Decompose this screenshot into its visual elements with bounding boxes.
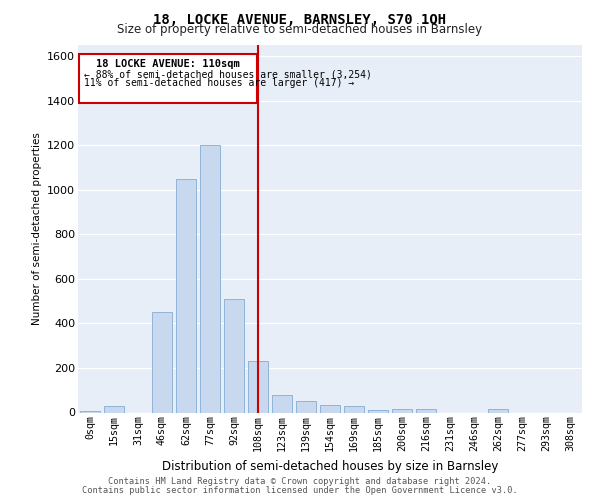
Bar xyxy=(392,409,412,412)
Bar xyxy=(176,178,196,412)
Bar xyxy=(152,312,172,412)
Bar xyxy=(488,409,508,412)
Text: Contains HM Land Registry data © Crown copyright and database right 2024.: Contains HM Land Registry data © Crown c… xyxy=(109,477,491,486)
Text: Contains public sector information licensed under the Open Government Licence v3: Contains public sector information licen… xyxy=(82,486,518,495)
FancyBboxPatch shape xyxy=(79,54,257,103)
Bar xyxy=(344,406,364,412)
Bar xyxy=(296,402,316,412)
Bar xyxy=(200,145,220,412)
Bar xyxy=(416,409,436,412)
Bar xyxy=(320,404,340,412)
Text: 18 LOCKE AVENUE: 110sqm: 18 LOCKE AVENUE: 110sqm xyxy=(96,60,240,70)
Text: Size of property relative to semi-detached houses in Barnsley: Size of property relative to semi-detach… xyxy=(118,22,482,36)
Text: 11% of semi-detached houses are larger (417) →: 11% of semi-detached houses are larger (… xyxy=(84,78,354,88)
Text: 18, LOCKE AVENUE, BARNSLEY, S70 1QH: 18, LOCKE AVENUE, BARNSLEY, S70 1QH xyxy=(154,12,446,26)
Bar xyxy=(368,410,388,412)
Y-axis label: Number of semi-detached properties: Number of semi-detached properties xyxy=(32,132,41,325)
Bar xyxy=(272,394,292,412)
Text: ← 88% of semi-detached houses are smaller (3,254): ← 88% of semi-detached houses are smalle… xyxy=(84,70,372,80)
Bar xyxy=(248,362,268,412)
X-axis label: Distribution of semi-detached houses by size in Barnsley: Distribution of semi-detached houses by … xyxy=(162,460,498,472)
Bar xyxy=(224,299,244,412)
Bar xyxy=(104,406,124,412)
